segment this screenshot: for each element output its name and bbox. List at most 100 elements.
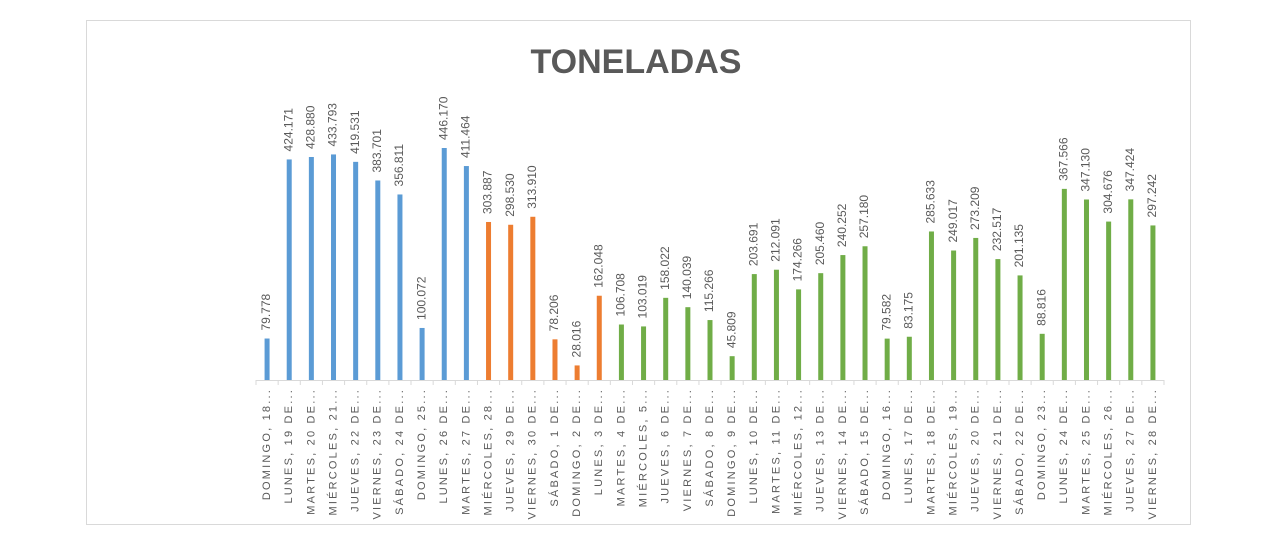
bar [441, 148, 447, 380]
value-label: 356.811 [392, 144, 406, 187]
bar [375, 180, 381, 380]
x-tick-label: DOMINGO, 2 DE... [571, 388, 583, 517]
x-tick-label: VIERNES, 7 DE... [682, 388, 694, 511]
x-tick-label: LUNES, 3 DE... [593, 388, 605, 495]
value-label: 285.633 [924, 180, 938, 224]
bar [618, 324, 624, 380]
bar [818, 273, 824, 380]
value-label: 115.266 [702, 269, 716, 312]
value-label: 140.039 [680, 255, 694, 299]
bar [862, 246, 868, 380]
bar [951, 250, 957, 380]
value-label: 174.266 [791, 238, 805, 282]
x-tick-label: VIERNES, 14 DE... [837, 388, 849, 520]
value-label: 297.242 [1145, 174, 1159, 218]
x-tick-label: JUEVES, 13 DE... [815, 388, 827, 512]
value-label: 158.022 [658, 246, 672, 290]
bar [685, 307, 691, 380]
x-tick-label: MIÉRCOLES, 28... [481, 388, 494, 516]
value-label: 232.517 [990, 207, 1004, 251]
value-label: 298.530 [503, 173, 517, 217]
bar [508, 224, 514, 380]
chart-title: TONELADAS [531, 43, 742, 81]
bar [1083, 199, 1089, 380]
x-tick-label: LUNES, 26 DE... [438, 388, 450, 504]
value-label: 424.171 [281, 108, 295, 152]
value-label: 100.072 [414, 276, 428, 320]
x-tick-label: MARTES, 27 DE... [460, 388, 472, 515]
x-tick-label: MARTES, 11 DE... [770, 388, 782, 514]
x-tick-label: VIERNES, 30 DE... [527, 388, 539, 520]
x-tick-label: DOMINGO, 25... [416, 388, 428, 500]
bar [530, 216, 536, 380]
bar [906, 336, 912, 380]
bar [486, 221, 492, 380]
value-label: 201.135 [1012, 224, 1026, 268]
bar [641, 326, 647, 380]
value-label: 249.017 [946, 199, 960, 243]
bar [353, 161, 359, 380]
bar [397, 194, 403, 380]
value-label: 79.778 [259, 293, 273, 330]
bar [1039, 333, 1045, 380]
value-label: 205.460 [813, 221, 827, 265]
bar [840, 255, 846, 380]
bar [1106, 221, 1112, 380]
x-tick-label: SÁBADO, 8 DE... [703, 388, 716, 507]
bar [1150, 225, 1156, 380]
x-tick-label: VIERNES, 23 DE... [372, 388, 384, 520]
value-label: 212.091 [769, 218, 783, 262]
bar [729, 356, 735, 380]
x-tick-label: MARTES, 4 DE... [615, 388, 627, 506]
bar [973, 237, 979, 380]
bar [796, 289, 802, 380]
value-label: 79.582 [879, 294, 893, 331]
bar [884, 338, 890, 380]
x-tick-label: JUEVES, 27 DE... [1125, 388, 1137, 512]
x-tick-label: MARTES, 20 DE... [305, 388, 317, 515]
x-tick-label: MARTES, 18 DE... [925, 388, 937, 515]
x-tick-label: SÁBADO, 22 DE... [1013, 388, 1026, 515]
x-tick-label: DOMINGO, 23... [1036, 388, 1048, 500]
value-label: 446.170 [436, 96, 450, 140]
value-label: 347.424 [1123, 148, 1137, 192]
value-label: 419.531 [348, 110, 362, 154]
x-tick-label: MIÉRCOLES, 19... [947, 388, 960, 516]
chart-border [86, 20, 1191, 525]
bar [663, 297, 669, 380]
value-label: 303.887 [481, 170, 495, 214]
x-tick-label: DOMINGO, 18... [261, 388, 273, 500]
x-tick-label: VIERNES, 21 DE... [992, 388, 1004, 520]
value-label: 103.019 [636, 275, 650, 319]
x-tick-label: JUEVES, 20 DE... [970, 388, 982, 512]
bar [286, 159, 292, 380]
value-label: 162.048 [591, 244, 605, 288]
bar [463, 166, 469, 380]
value-label: 88.816 [1034, 289, 1048, 326]
bar [773, 269, 779, 380]
bar [552, 339, 558, 380]
bar [596, 295, 602, 380]
bar [751, 274, 757, 380]
value-label: 203.691 [746, 222, 760, 266]
x-tick-label: SÁBADO, 24 DE... [393, 388, 406, 515]
x-tick-label: SÁBADO, 1 DE... [548, 388, 561, 507]
x-tick-label: LUNES, 10 DE... [748, 388, 760, 504]
x-tick-label: MIÉRCOLES, 21... [326, 388, 339, 516]
x-tick-label: DOMINGO, 9 DE... [726, 388, 738, 517]
x-tick-label: LUNES, 19 DE... [283, 388, 295, 504]
bar [308, 156, 314, 380]
value-label: 411.464 [459, 115, 473, 158]
x-tick-label: JUEVES, 29 DE... [505, 388, 517, 512]
x-tick-label: DOMINGO, 16... [881, 388, 893, 500]
value-label: 83.175 [901, 292, 915, 329]
x-tick-label: MIÉRCOLES, 5... [636, 388, 649, 507]
bar [1128, 199, 1134, 380]
x-tick-label: VIERNES, 28 DE... [1147, 388, 1159, 520]
value-label: 313.910 [525, 165, 539, 209]
value-label: 428.880 [304, 105, 318, 149]
bar [1017, 275, 1023, 380]
bar [995, 259, 1001, 380]
value-label: 28.016 [569, 320, 583, 357]
